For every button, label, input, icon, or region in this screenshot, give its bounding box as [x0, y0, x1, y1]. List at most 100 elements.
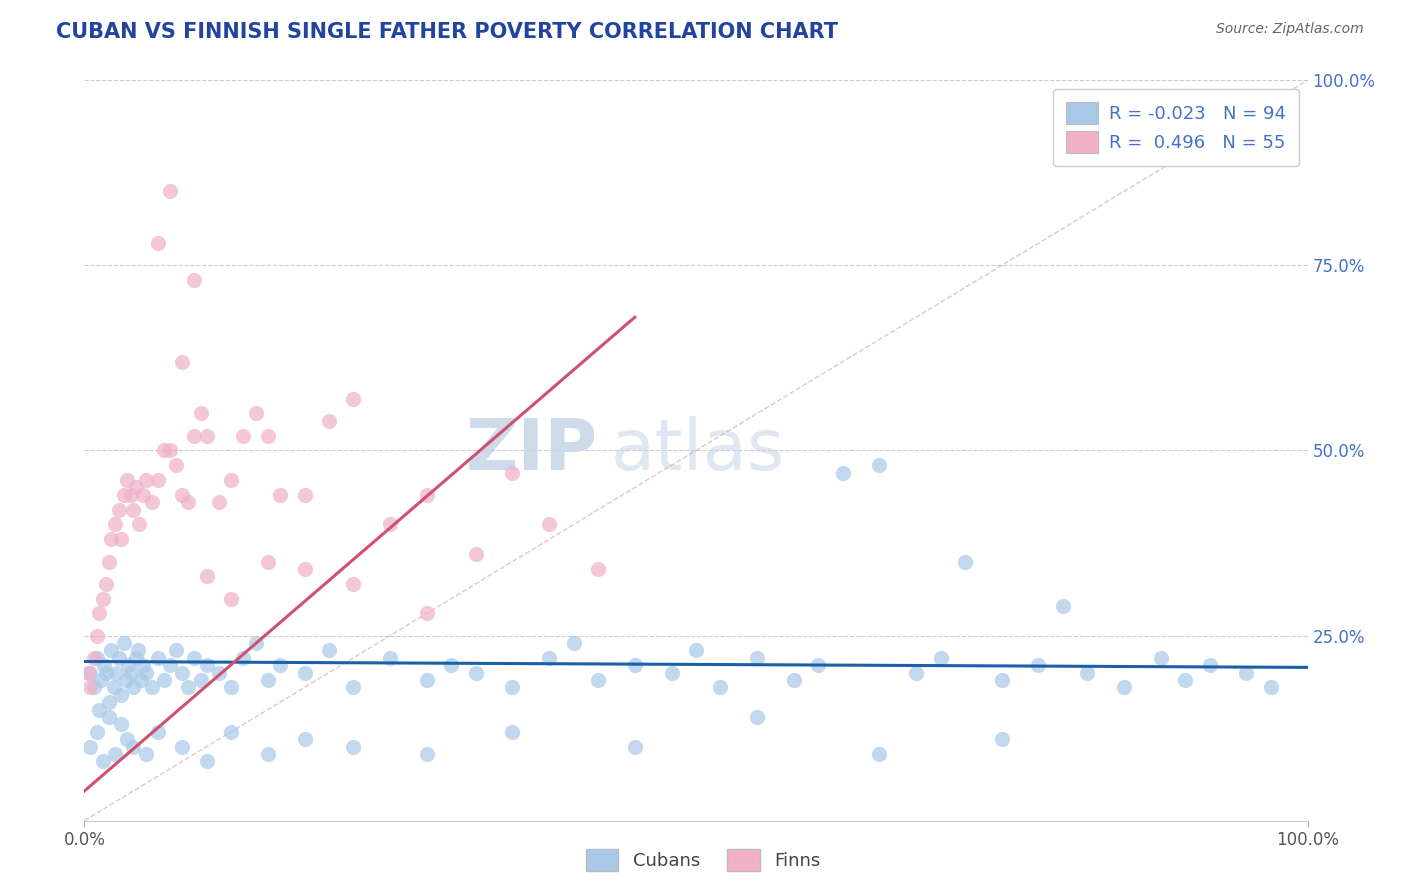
Point: [127, 643, 149, 657]
Point: [416, 673, 439, 687]
Point: [146, 236, 169, 251]
Point: [195, 658, 218, 673]
Point: [159, 443, 181, 458]
Point: [104, 517, 127, 532]
Point: [115, 473, 138, 487]
Point: [586, 673, 609, 687]
Point: [125, 480, 148, 494]
Point: [219, 473, 242, 487]
Point: [1052, 599, 1074, 613]
Point: [208, 495, 231, 509]
Point: [953, 555, 976, 569]
Point: [257, 555, 280, 569]
Point: [416, 747, 439, 761]
Point: [294, 732, 316, 747]
Text: CUBAN VS FINNISH SINGLE FATHER POVERTY CORRELATION CHART: CUBAN VS FINNISH SINGLE FATHER POVERTY C…: [56, 22, 838, 42]
Point: [97, 555, 120, 569]
Point: [905, 665, 928, 680]
Point: [86, 628, 108, 642]
Point: [502, 466, 524, 480]
Point: [79, 665, 101, 680]
Point: [1150, 650, 1173, 665]
Point: [135, 747, 157, 761]
Point: [128, 517, 150, 532]
Point: [219, 591, 242, 606]
Point: [153, 443, 176, 458]
Legend: R = -0.023   N = 94, R =  0.496   N = 55: R = -0.023 N = 94, R = 0.496 N = 55: [1053, 89, 1299, 166]
Point: [125, 650, 148, 665]
Point: [146, 724, 169, 739]
Point: [502, 681, 524, 695]
Point: [172, 354, 194, 368]
Point: [208, 665, 231, 680]
Point: [96, 665, 118, 680]
Point: [245, 407, 267, 421]
Point: [991, 673, 1014, 687]
Point: [294, 665, 316, 680]
Point: [146, 650, 169, 665]
Point: [416, 488, 439, 502]
Point: [464, 547, 486, 561]
Legend: Cubans, Finns: Cubans, Finns: [578, 842, 828, 879]
Point: [122, 502, 145, 516]
Point: [135, 665, 157, 680]
Point: [77, 665, 100, 680]
Point: [87, 607, 110, 621]
Point: [172, 665, 194, 680]
Point: [294, 488, 316, 502]
Point: [190, 673, 212, 687]
Point: [318, 643, 340, 657]
Point: [105, 665, 128, 680]
Point: [96, 576, 118, 591]
Point: [1076, 665, 1098, 680]
Point: [747, 710, 769, 724]
Point: [195, 569, 218, 583]
Point: [586, 562, 609, 576]
Point: [219, 724, 242, 739]
Point: [318, 414, 340, 428]
Point: [416, 607, 439, 621]
Point: [91, 755, 114, 769]
Point: [929, 650, 952, 665]
Point: [141, 681, 163, 695]
Point: [1260, 681, 1282, 695]
Point: [90, 673, 112, 687]
Point: [104, 747, 127, 761]
Point: [153, 673, 176, 687]
Point: [294, 562, 316, 576]
Point: [624, 739, 647, 754]
Point: [83, 650, 105, 665]
Point: [1114, 681, 1136, 695]
Point: [269, 488, 291, 502]
Point: [129, 673, 152, 687]
Point: [86, 650, 108, 665]
Point: [440, 658, 463, 673]
Point: [232, 650, 254, 665]
Point: [257, 673, 280, 687]
Point: [115, 673, 138, 687]
Point: [79, 739, 101, 754]
Point: [79, 681, 101, 695]
Point: [709, 681, 731, 695]
Point: [141, 495, 163, 509]
Point: [538, 517, 561, 532]
Point: [245, 636, 267, 650]
Point: [120, 665, 142, 680]
Point: [807, 658, 830, 673]
Point: [257, 428, 280, 442]
Point: [87, 703, 110, 717]
Point: [120, 488, 142, 502]
Point: [1174, 673, 1197, 687]
Point: [195, 755, 218, 769]
Point: [190, 407, 212, 421]
Point: [538, 650, 561, 665]
Point: [165, 458, 187, 473]
Point: [342, 739, 364, 754]
Point: [747, 650, 769, 665]
Point: [135, 473, 157, 487]
Point: [183, 273, 205, 287]
Point: [100, 533, 122, 547]
Point: [107, 650, 129, 665]
Point: [380, 650, 402, 665]
Point: [117, 658, 139, 673]
